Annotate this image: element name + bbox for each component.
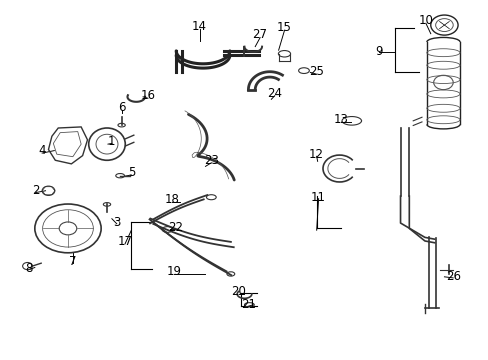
Text: 18: 18 (164, 193, 180, 206)
Text: 9: 9 (374, 45, 382, 58)
Text: 7: 7 (69, 255, 77, 268)
Text: 3: 3 (113, 216, 120, 229)
Text: 15: 15 (277, 21, 291, 34)
Text: 26: 26 (445, 270, 460, 283)
Text: 20: 20 (231, 285, 245, 298)
Text: 19: 19 (166, 265, 181, 278)
Text: 23: 23 (203, 154, 218, 167)
Text: 11: 11 (310, 191, 325, 204)
Text: 16: 16 (140, 89, 155, 102)
Text: 27: 27 (252, 28, 267, 41)
Text: 22: 22 (167, 221, 183, 234)
Text: 17: 17 (117, 235, 132, 248)
Text: 8: 8 (25, 262, 33, 275)
Text: 4: 4 (39, 144, 46, 157)
Text: 13: 13 (333, 113, 348, 126)
Text: 2: 2 (32, 184, 40, 197)
Text: 14: 14 (192, 20, 207, 33)
Text: 12: 12 (308, 148, 324, 161)
Text: 6: 6 (118, 101, 125, 114)
Text: 10: 10 (418, 14, 432, 27)
Text: 1: 1 (108, 135, 115, 148)
Text: 5: 5 (127, 166, 135, 179)
Text: 24: 24 (266, 87, 282, 100)
Text: 25: 25 (308, 65, 324, 78)
Text: 21: 21 (241, 298, 255, 311)
